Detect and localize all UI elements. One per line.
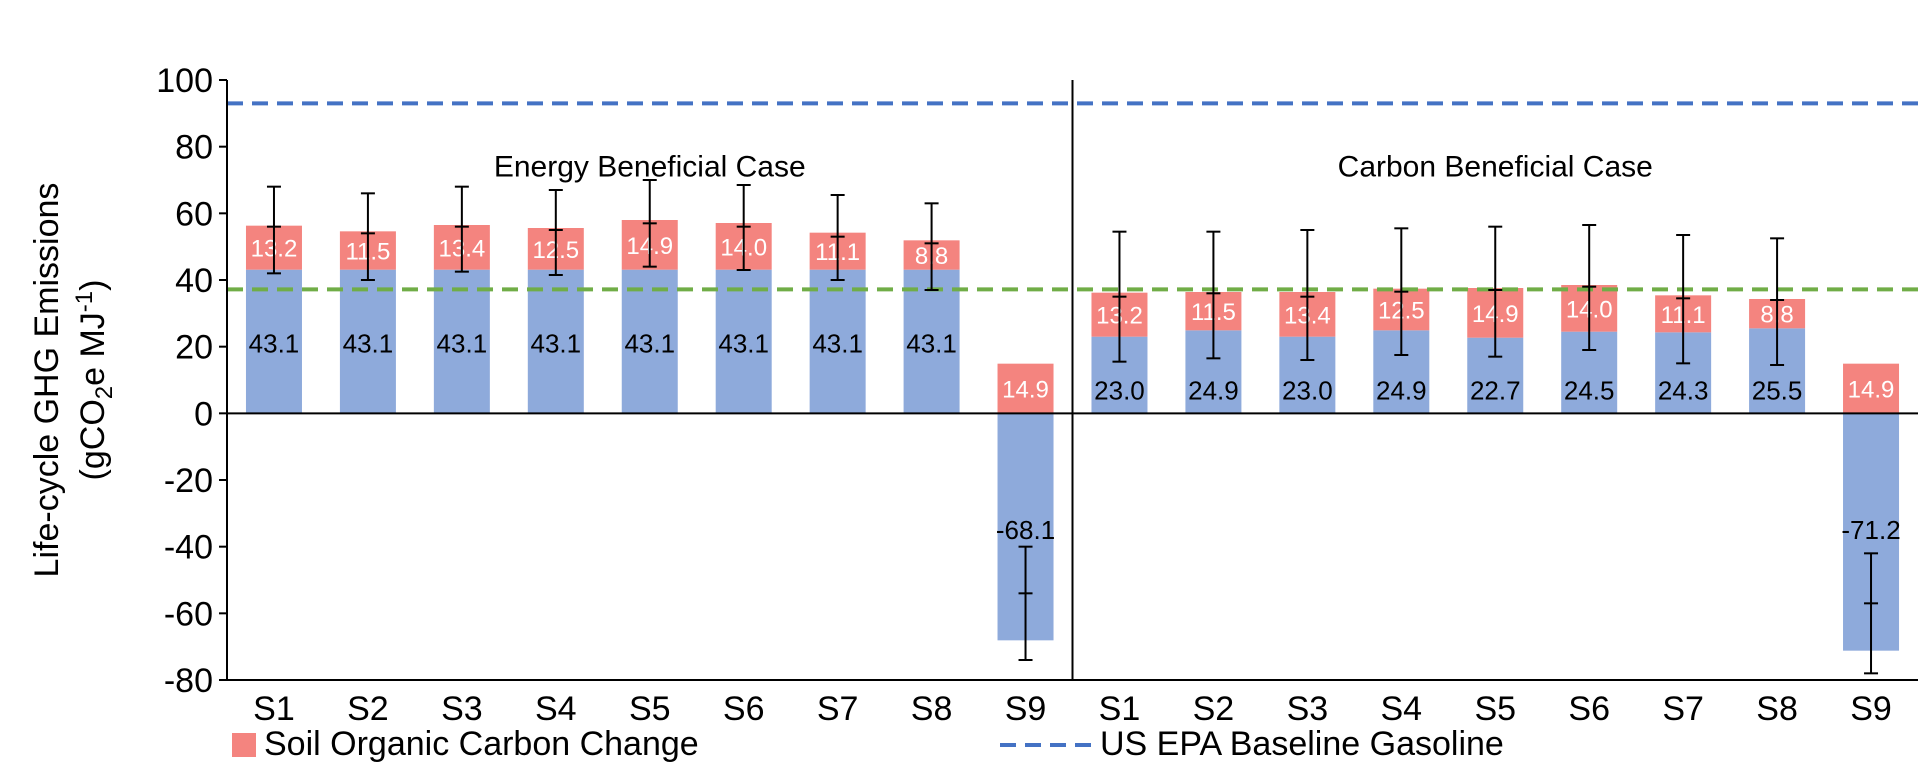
unit-part: e MJ [74, 312, 112, 386]
y-tick-label: -40 [164, 529, 213, 567]
x-tick-label: S6 [1568, 690, 1610, 728]
axes: -80 -60 -40 -20 0 20 40 60 80 100 S1 S2 S3 S4 S5 S6 S7 S8… [28, 62, 1918, 728]
base-value-label-10: 23.0 [1094, 375, 1145, 405]
bar-base-7 [809, 269, 866, 414]
y-tick-label: 60 [175, 195, 213, 233]
y-tick-label: -20 [164, 462, 213, 500]
x-tick-label: S1 [1099, 690, 1141, 728]
legend-item-2: US EPA Baseline Gasoline [1000, 725, 1504, 763]
soc-value-label-18: 14.9 [1848, 377, 1895, 404]
bar-base-6 [715, 269, 772, 414]
base-value-label-9: -68.1 [996, 515, 1055, 545]
x-tick-label: S4 [1381, 690, 1423, 728]
bar-soc-9 [997, 363, 1054, 414]
x-tick-label: S9 [1005, 690, 1047, 728]
error-bar-5 [642, 179, 657, 268]
bar-base-8 [903, 269, 960, 414]
base-value-label-7: 43.1 [812, 329, 863, 359]
base-value-label-5: 43.1 [624, 329, 675, 359]
error-bar-7 [830, 194, 845, 281]
error-bar-15 [1582, 224, 1597, 351]
unit-superscript: -1 [71, 291, 98, 312]
error-bar-13 [1394, 227, 1409, 356]
bar-base-1 [245, 269, 302, 414]
error-bar-2 [360, 192, 375, 281]
unit-subscript: 2 [91, 386, 118, 399]
y-tick-label: 20 [175, 329, 213, 367]
error-bar-8 [924, 202, 939, 291]
base-value-label-12: 23.0 [1282, 375, 1333, 405]
y-tick-label: 0 [194, 395, 213, 433]
x-tick-label: S9 [1850, 690, 1892, 728]
error-bar-14 [1488, 225, 1503, 358]
x-tick-label: S7 [817, 690, 859, 728]
bar-base-3 [433, 269, 490, 414]
x-tick-label: S4 [535, 690, 577, 728]
group-label-1: Energy Beneficial Case [494, 151, 806, 184]
legend: Soil Organic Carbon Change US EPA Baselin… [232, 725, 1504, 763]
base-value-label-8: 43.1 [906, 329, 957, 359]
error-bar-10 [1112, 230, 1127, 363]
error-bar-1 [266, 185, 281, 275]
error-bar-12 [1300, 229, 1315, 361]
legend-label: Soil Organic Carbon Change [264, 725, 699, 763]
x-tick-label: S7 [1662, 690, 1704, 728]
y-tick-label: -60 [164, 595, 213, 633]
base-value-label-16: 24.3 [1658, 375, 1709, 405]
base-value-label-11: 24.9 [1188, 375, 1239, 405]
x-tick-label: S8 [911, 690, 953, 728]
bar-soc-18 [1843, 363, 1900, 414]
error-bar-4 [548, 189, 563, 276]
y-axis-title: Life-cycle GHG Emissions [28, 183, 66, 578]
x-tick-label: S2 [347, 690, 389, 728]
legend-swatch [232, 733, 256, 757]
group-label-2: Carbon Beneficial Case [1338, 151, 1653, 184]
error-bar-17 [1770, 237, 1785, 366]
base-value-label-1: 43.1 [249, 329, 300, 359]
legend-label: US EPA Baseline Gasoline [1100, 725, 1504, 763]
base-value-label-15: 24.5 [1564, 375, 1615, 405]
base-value-label-3: 43.1 [437, 329, 488, 359]
base-value-label-14: 22.7 [1470, 375, 1521, 405]
y-tick-label: 80 [175, 129, 213, 167]
base-value-label-2: 43.1 [343, 329, 394, 359]
x-tick-label: S3 [441, 690, 483, 728]
y-tick-label: 100 [156, 62, 213, 100]
legend-item-1: Soil Organic Carbon Change [232, 725, 699, 763]
plot-area: 13.243.111.543.113.443.112.543.114.943.1… [227, 101, 1918, 675]
y-axis-title-units: (gCO2e MJ-1) [71, 280, 118, 481]
x-tick-label: S2 [1193, 690, 1235, 728]
bar-base-4 [527, 269, 584, 414]
base-value-label-17: 25.5 [1752, 375, 1803, 405]
x-tick-label: S6 [723, 690, 765, 728]
x-tick-label: S5 [1474, 690, 1516, 728]
unit-part: (gCO [74, 399, 112, 480]
error-bar-9 [1018, 545, 1033, 661]
base-value-label-13: 24.9 [1376, 375, 1427, 405]
unit-part: ) [74, 280, 112, 291]
bar-base-2 [339, 269, 396, 414]
soc-value-label-9: 14.9 [1002, 377, 1049, 404]
error-bar-18 [1864, 552, 1879, 675]
y-tick-label: -80 [164, 662, 213, 700]
base-value-label-18: -71.2 [1841, 515, 1900, 545]
error-bar-11 [1206, 230, 1221, 360]
bar-base-5 [621, 269, 678, 414]
x-tick-label: S8 [1756, 690, 1798, 728]
y-tick-label: 40 [175, 262, 213, 300]
x-tick-label: S3 [1287, 690, 1329, 728]
base-value-label-4: 43.1 [531, 329, 582, 359]
base-value-label-6: 43.1 [718, 329, 769, 359]
x-tick-label: S1 [253, 690, 295, 728]
error-bar-3 [454, 185, 469, 273]
error-bar-6 [736, 184, 751, 271]
error-bar-16 [1676, 234, 1691, 365]
x-tick-label: S5 [629, 690, 671, 728]
